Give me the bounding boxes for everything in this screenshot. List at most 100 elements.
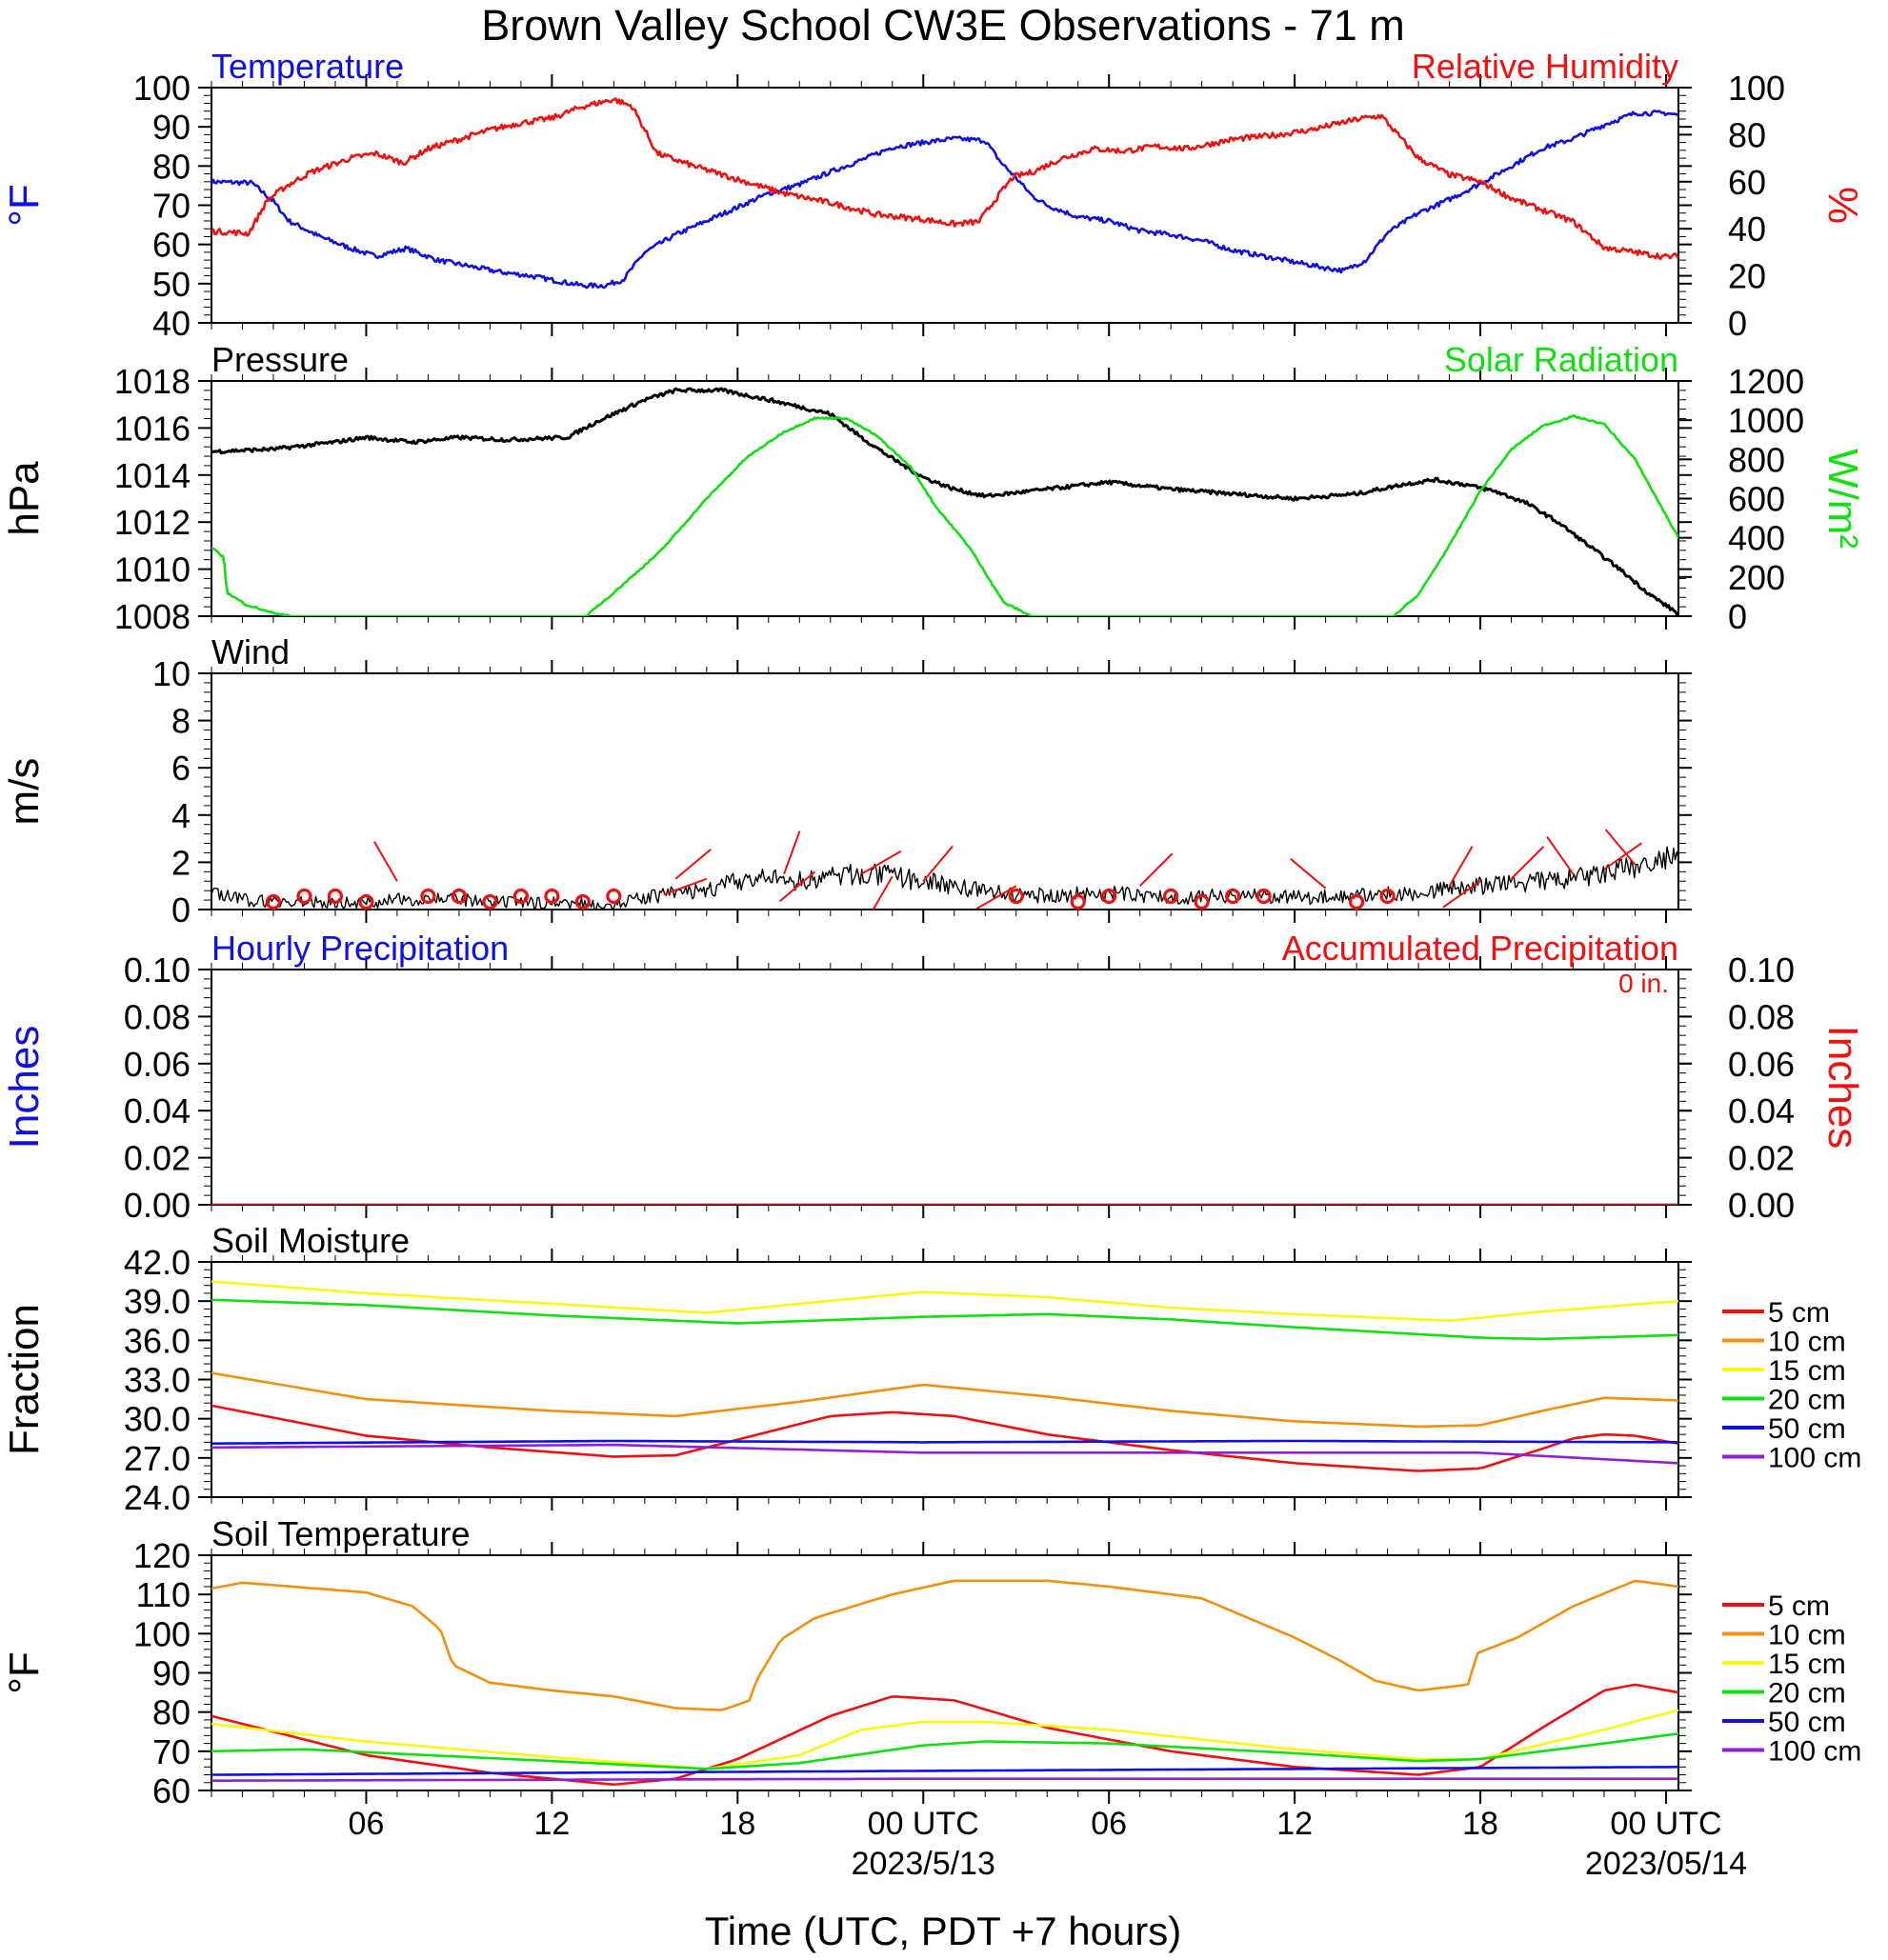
legend-label: 50 cm bbox=[1768, 1707, 1846, 1738]
x-tick-label: 12 bbox=[1276, 1806, 1313, 1842]
calm-wind-marker bbox=[606, 888, 622, 905]
calm-wind-marker bbox=[1008, 888, 1024, 905]
chart-panel-3: 0 2 4 6 8 10 Wind m/s bbox=[1, 632, 1692, 930]
legend-label: 50 cm bbox=[1768, 1413, 1846, 1445]
chart-panel-2: 1008 1010 1012 1014 1016 1018 0200400600800100… bbox=[1, 340, 1866, 636]
series-line-15-cm bbox=[211, 1280, 1678, 1322]
series-line-20-cm bbox=[211, 1732, 1678, 1770]
y-right-tick-label: 0.06 bbox=[1728, 1045, 1795, 1084]
series-line-20-cm bbox=[211, 1298, 1678, 1341]
y-tick-label: 0.04 bbox=[124, 1091, 191, 1130]
y-tick-label: 1010 bbox=[114, 550, 191, 590]
plot-area bbox=[211, 829, 1678, 910]
panel-title-left: Soil Temperature bbox=[211, 1514, 470, 1553]
calm-wind-marker bbox=[1101, 888, 1117, 905]
calm-wind-marker bbox=[512, 888, 529, 905]
y-tick-label: 90 bbox=[152, 1654, 191, 1693]
series-line-wind bbox=[211, 846, 1678, 910]
calm-wind-marker bbox=[1379, 888, 1396, 905]
calm-wind-marker bbox=[1070, 893, 1086, 910]
wind-barb bbox=[373, 841, 398, 882]
legend-label: 10 cm bbox=[1768, 1327, 1846, 1358]
time-axis-label: Time (UTC, PDT +7 hours) bbox=[705, 1909, 1182, 1953]
x-tick-label: 18 bbox=[1462, 1806, 1498, 1842]
y-axis-label-right: Inches bbox=[1819, 1026, 1866, 1150]
panel-title-left: Temperature bbox=[211, 47, 404, 86]
series-line-temperature bbox=[211, 110, 1678, 290]
y-right-tick-label: 0 bbox=[1728, 304, 1747, 343]
y-tick-label: 0.00 bbox=[124, 1186, 191, 1225]
y-tick-label: 100 bbox=[133, 1614, 191, 1653]
panel-title-right: Relative Humidity bbox=[1412, 47, 1678, 86]
x-tick-label: 18 bbox=[719, 1806, 755, 1842]
y-tick-label: 80 bbox=[152, 147, 191, 186]
y-right-tick-label: 0.00 bbox=[1728, 1186, 1795, 1225]
series-line-10-cm bbox=[211, 1579, 1678, 1711]
y-right-tick-label: 600 bbox=[1728, 480, 1785, 519]
x-tick-label: 06 bbox=[349, 1806, 385, 1842]
legend-label: 15 cm bbox=[1768, 1355, 1846, 1387]
plot-area bbox=[211, 97, 1678, 290]
x-date-label: 2023/05/14 bbox=[1585, 1846, 1747, 1882]
plot-area bbox=[211, 1579, 1678, 1786]
y-tick-label: 6 bbox=[171, 749, 191, 788]
y-right-tick-label: 100 bbox=[1728, 69, 1785, 108]
calm-wind-marker bbox=[327, 888, 344, 905]
calm-wind-marker bbox=[358, 893, 374, 910]
series-line-50-cm bbox=[211, 1439, 1678, 1445]
calm-wind-marker bbox=[482, 893, 498, 910]
wind-barb bbox=[1603, 842, 1642, 870]
wind-barb bbox=[663, 877, 708, 896]
y-right-tick-label: 1000 bbox=[1728, 401, 1804, 440]
wind-barb bbox=[674, 849, 712, 880]
y-right-tick-label: 0.08 bbox=[1728, 997, 1795, 1036]
y-tick-label: 36.0 bbox=[124, 1321, 191, 1360]
plot-area bbox=[211, 1280, 1678, 1472]
y-right-tick-label: 400 bbox=[1728, 519, 1785, 558]
y-tick-label: 110 bbox=[136, 1575, 191, 1614]
series-line-15-cm bbox=[211, 1709, 1678, 1770]
y-axis-label-right: % bbox=[1819, 187, 1866, 224]
wind-barb bbox=[1290, 858, 1327, 890]
panel-title-left: Soil Moisture bbox=[211, 1221, 410, 1260]
wind-barb bbox=[783, 830, 801, 875]
series-line-100-cm bbox=[211, 1443, 1678, 1465]
y-tick-label: 60 bbox=[152, 226, 191, 265]
y-right-tick-label: 60 bbox=[1728, 163, 1766, 202]
x-tick-label: 06 bbox=[1091, 1806, 1127, 1842]
x-tick-label: 12 bbox=[533, 1806, 570, 1842]
y-axis-label-right: W/m² bbox=[1819, 449, 1866, 549]
y-tick-label: 40 bbox=[152, 304, 191, 343]
y-tick-label: 33.0 bbox=[124, 1361, 191, 1400]
y-tick-label: 0.10 bbox=[124, 950, 191, 990]
y-axis-label-left: Inches bbox=[1, 1026, 48, 1150]
series-line-5-cm bbox=[211, 1404, 1678, 1472]
panel-title-left: Hourly Precipitation bbox=[211, 929, 509, 968]
wind-barb bbox=[1604, 829, 1637, 866]
series-line-relative-humidity bbox=[211, 97, 1678, 261]
y-tick-label: 70 bbox=[152, 1732, 191, 1771]
y-right-tick-label: 1200 bbox=[1728, 362, 1804, 401]
y-tick-label: 1016 bbox=[114, 409, 191, 448]
legend-label: 15 cm bbox=[1768, 1649, 1846, 1680]
series-line-10-cm bbox=[211, 1371, 1678, 1429]
calm-wind-marker bbox=[265, 893, 282, 910]
chart-panel-5: 24.027.030.033.036.039.042.0 Soil Moistur… bbox=[1, 1221, 1861, 1517]
y-tick-label: 50 bbox=[152, 265, 191, 304]
calm-wind-marker bbox=[451, 888, 468, 905]
y-tick-label: 1008 bbox=[114, 597, 191, 636]
wind-barb bbox=[860, 850, 902, 875]
panel-title-left: Wind bbox=[211, 632, 290, 671]
panel-title-right: Accumulated Precipitation bbox=[1282, 929, 1678, 968]
y-tick-label: 100 bbox=[133, 69, 191, 108]
y-tick-label: 90 bbox=[152, 108, 191, 147]
wind-barb bbox=[975, 885, 1017, 910]
y-right-tick-label: 20 bbox=[1728, 257, 1766, 296]
y-right-tick-label: 80 bbox=[1728, 115, 1766, 154]
y-right-tick-label: 40 bbox=[1728, 210, 1766, 249]
calm-wind-marker bbox=[574, 893, 591, 910]
legend-label: 100 cm bbox=[1768, 1736, 1861, 1768]
y-tick-label: 0.02 bbox=[124, 1139, 191, 1178]
